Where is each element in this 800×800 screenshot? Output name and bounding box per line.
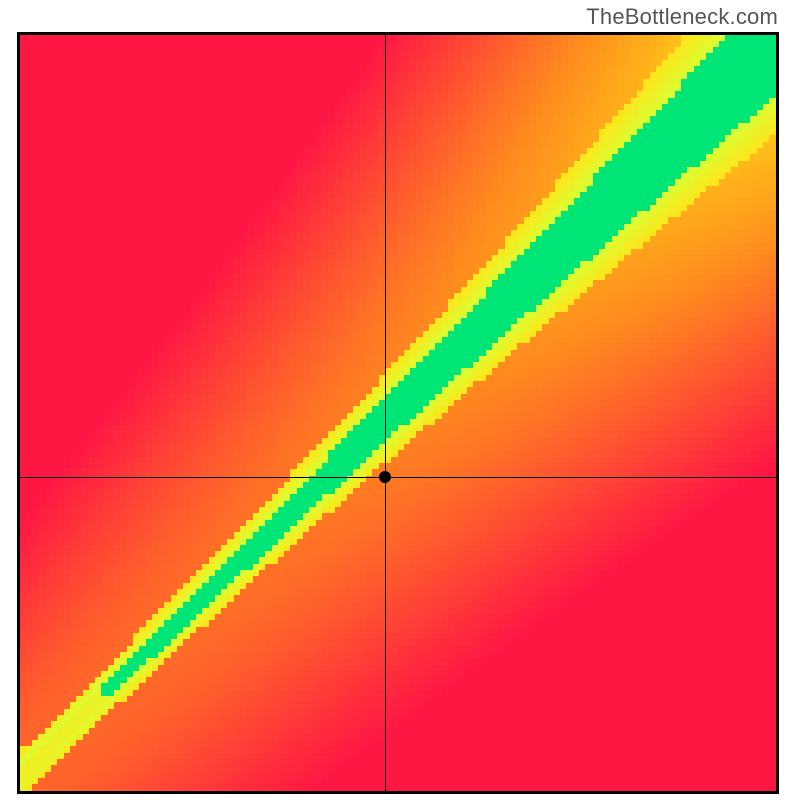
plot-border [17,32,779,794]
crosshair-marker [379,471,391,483]
root: TheBottleneck.com [0,0,800,800]
watermark-text: TheBottleneck.com [586,4,778,30]
crosshair-horizontal [20,477,776,478]
crosshair-vertical [385,35,386,791]
